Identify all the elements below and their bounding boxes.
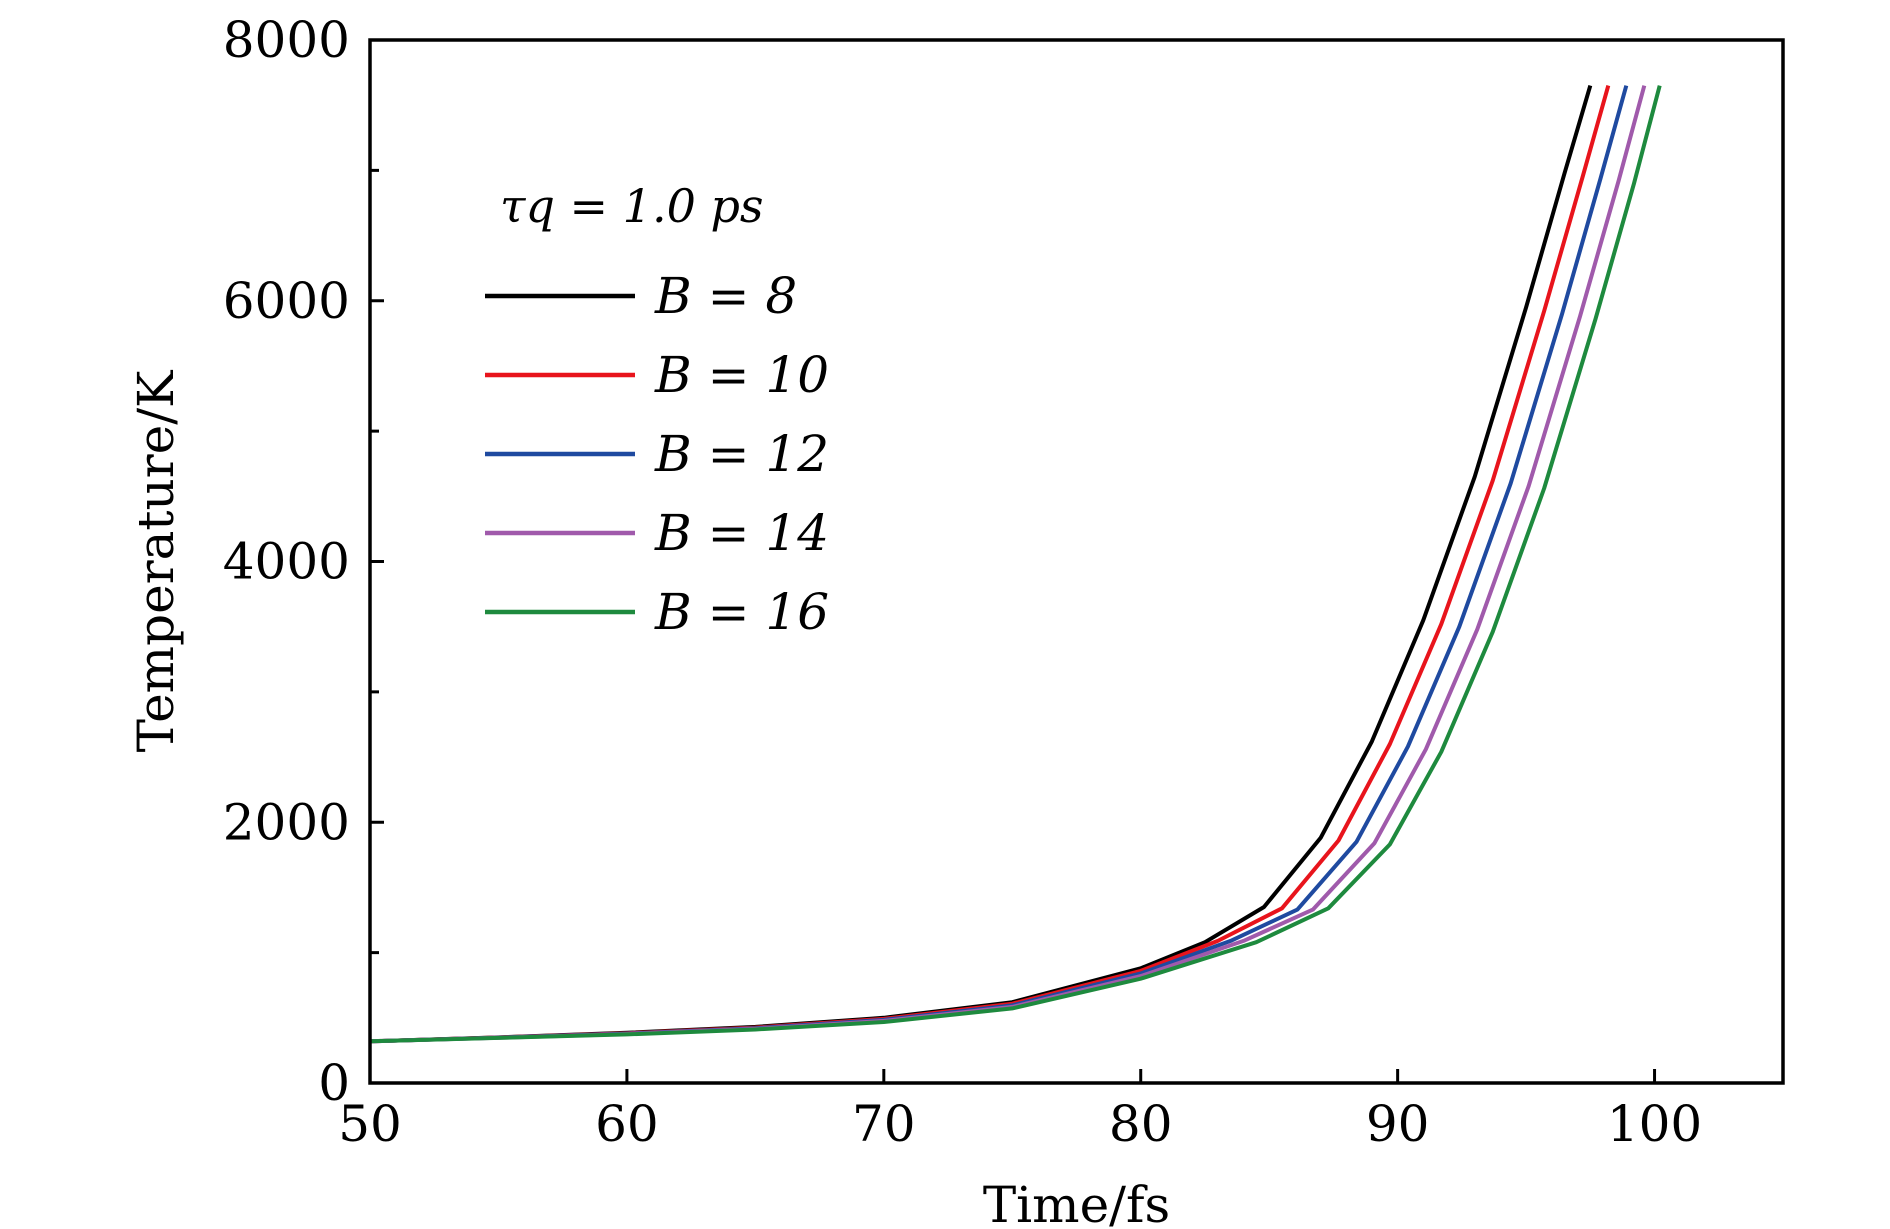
series-lines [369,85,1662,1044]
series-line-b16 [369,85,1662,1044]
legend-label: B = 12 [654,425,829,483]
x-ticks: 50 60 70 80 90 100 [338,1069,1702,1153]
legend-title: τq = 1.0 ps [500,179,764,233]
x-tick-label: 80 [1109,1095,1173,1153]
x-tick-label: 60 [595,1095,659,1153]
y-ticks: 0 2000 4000 6000 8000 [223,11,384,1112]
x-axis-title: Time/fs [983,1176,1170,1229]
legend-label: B = 10 [654,346,829,404]
y-tick-label: 6000 [223,272,350,330]
x-tick-label: 70 [852,1095,916,1153]
x-tick-label: 100 [1607,1095,1702,1153]
legend-items: B = 8 B = 10 B = 12 B = 14 B = 16 [485,267,829,641]
y-tick-label: 0 [318,1054,350,1112]
plot-frame [368,38,1785,1085]
legend-label: B = 14 [654,504,829,562]
legend: τq = 1.0 ps B = 8 B = 10 B = 12 B = 14 B = 1… [485,179,829,641]
legend-label: B = 8 [654,267,797,325]
y-tick-label: 4000 [223,533,350,591]
y-tick-label: 8000 [223,11,350,69]
x-tick-label: 90 [1366,1095,1430,1153]
y-tick-label: 2000 [223,793,350,851]
x-tick-label: 50 [338,1095,402,1153]
y-axis-title: Temperature/K [127,369,185,752]
legend-label: B = 16 [654,583,829,641]
